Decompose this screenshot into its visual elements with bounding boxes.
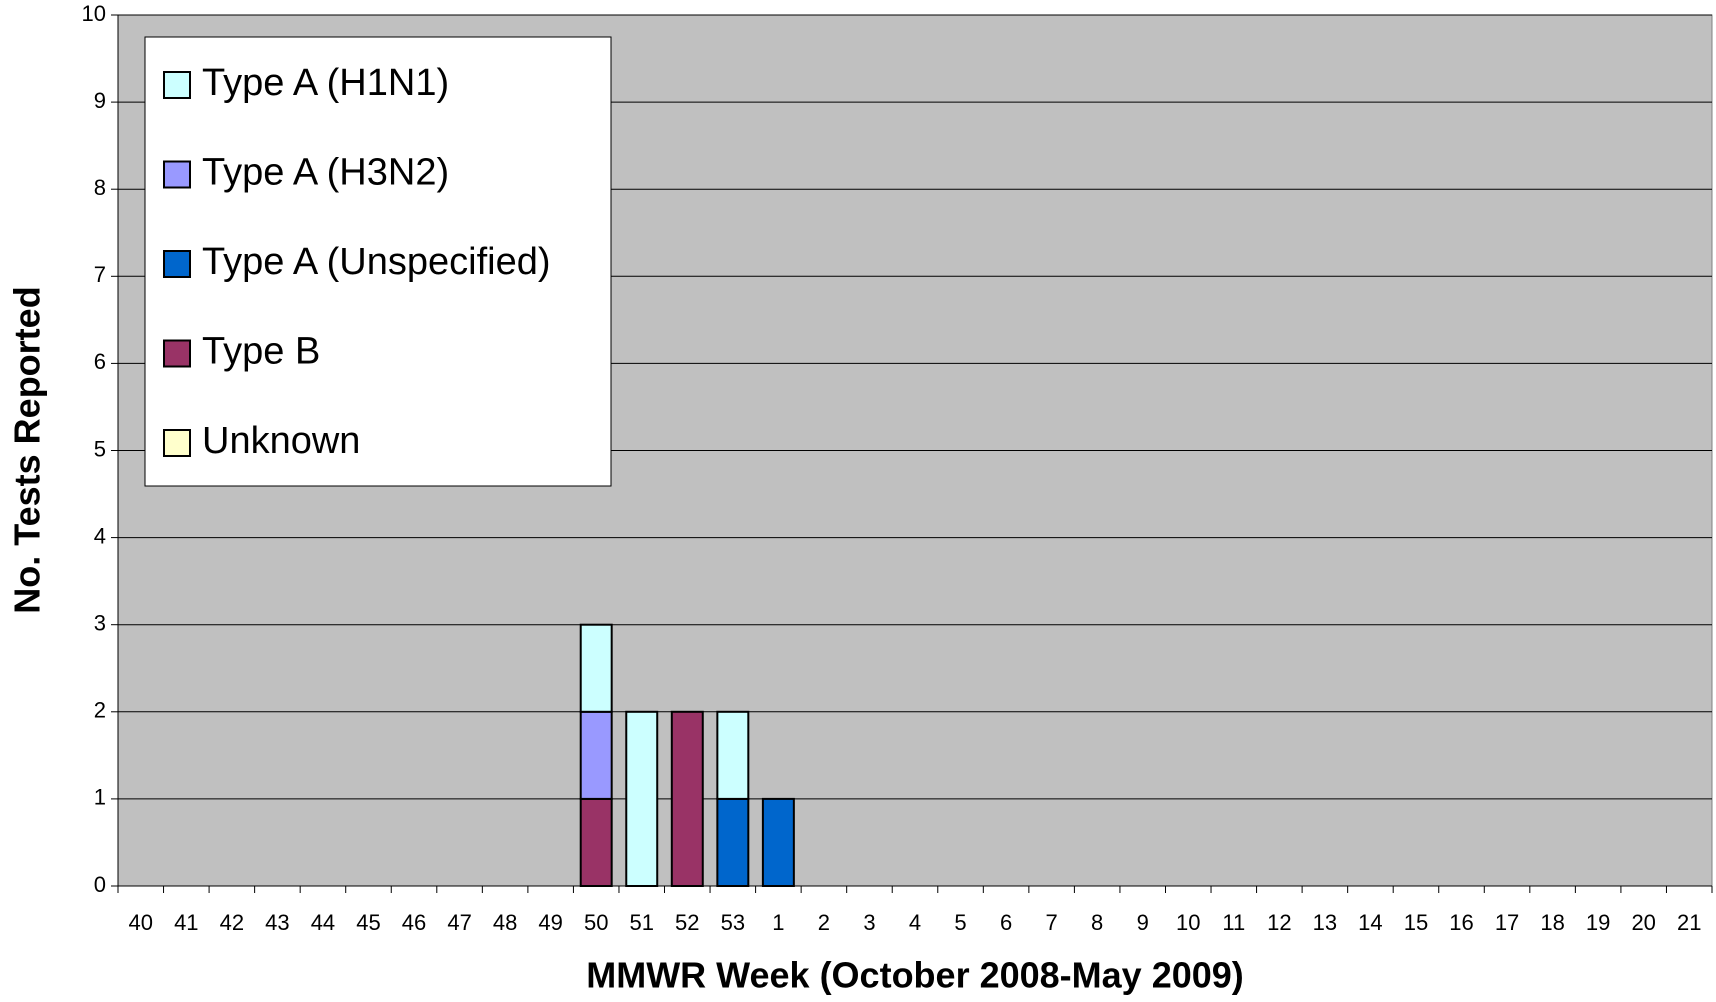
x-tick-label: 2 bbox=[818, 910, 830, 935]
legend-label: Unknown bbox=[202, 420, 360, 462]
x-tick-label: 3 bbox=[863, 910, 875, 935]
x-tick-label: 9 bbox=[1137, 910, 1149, 935]
legend-swatch bbox=[163, 71, 191, 99]
y-tick-label: 4 bbox=[94, 523, 106, 548]
x-tick-label: 19 bbox=[1586, 910, 1610, 935]
y-axis-title: No. Tests Reported bbox=[7, 286, 48, 613]
x-tick-label: 16 bbox=[1449, 910, 1473, 935]
bar-segment bbox=[716, 797, 750, 888]
y-tick-label: 8 bbox=[94, 175, 106, 200]
x-tick-label: 6 bbox=[1000, 910, 1012, 935]
legend-label: Type A (H3N2) bbox=[202, 152, 449, 194]
x-tick-label: 41 bbox=[174, 910, 198, 935]
x-tick-label: 12 bbox=[1267, 910, 1291, 935]
bar-segment bbox=[761, 797, 795, 888]
x-tick-label: 48 bbox=[493, 910, 517, 935]
legend-swatch bbox=[163, 250, 191, 278]
legend-swatch bbox=[163, 339, 191, 368]
y-tick-label: 3 bbox=[94, 611, 106, 636]
x-tick-label: 47 bbox=[447, 910, 471, 935]
legend-swatch bbox=[163, 429, 191, 457]
x-tick-label: 40 bbox=[129, 910, 153, 935]
x-tick-label: 14 bbox=[1358, 910, 1382, 935]
legend-swatch bbox=[163, 160, 191, 189]
x-tick-label: 17 bbox=[1495, 910, 1519, 935]
x-tick-label: 11 bbox=[1222, 910, 1245, 935]
legend-label: Type A (H1N1) bbox=[202, 62, 449, 104]
bar-segment bbox=[579, 797, 613, 888]
bar-segment bbox=[579, 623, 613, 713]
bar-segment bbox=[716, 710, 750, 800]
x-axis-title: MMWR Week (October 2008-May 2009) bbox=[586, 955, 1244, 996]
x-tick-label: 43 bbox=[265, 910, 289, 935]
x-tick-label: 20 bbox=[1631, 910, 1655, 935]
x-tick-label: 42 bbox=[220, 910, 244, 935]
x-tick-label: 13 bbox=[1313, 910, 1337, 935]
x-tick-label: 49 bbox=[538, 910, 562, 935]
y-tick-label: 10 bbox=[82, 1, 106, 26]
x-tick-label: 45 bbox=[356, 910, 380, 935]
legend-box bbox=[144, 36, 612, 487]
bar-segment bbox=[579, 710, 613, 800]
y-tick-label: 1 bbox=[94, 785, 106, 810]
x-tick-label: 8 bbox=[1091, 910, 1103, 935]
y-tick-label: 5 bbox=[94, 436, 106, 461]
y-tick-label: 9 bbox=[94, 88, 106, 113]
x-tick-label: 18 bbox=[1540, 910, 1564, 935]
x-tick-label: 10 bbox=[1176, 910, 1200, 935]
y-tick-label: 6 bbox=[94, 349, 106, 374]
x-tick-label: 5 bbox=[954, 910, 966, 935]
bar-segment bbox=[670, 710, 704, 887]
legend-label: Type A (Unspecified) bbox=[202, 241, 551, 283]
x-tick-label: 50 bbox=[584, 910, 608, 935]
x-tick-label: 7 bbox=[1046, 910, 1058, 935]
x-tick-label: 44 bbox=[311, 910, 335, 935]
x-tick-label: 46 bbox=[402, 910, 426, 935]
x-tick-label: 52 bbox=[675, 910, 699, 935]
y-tick-label: 7 bbox=[94, 262, 106, 287]
x-tick-label: 15 bbox=[1404, 910, 1428, 935]
x-tick-label: 21 bbox=[1677, 910, 1701, 935]
legend-label: Type B bbox=[202, 331, 320, 373]
x-tick-label: 4 bbox=[909, 910, 921, 935]
y-tick-label: 0 bbox=[94, 872, 106, 897]
bar-segment bbox=[625, 710, 659, 887]
x-tick-label: 53 bbox=[721, 910, 745, 935]
x-tick-label: 1 bbox=[772, 910, 784, 935]
x-tick-label: 51 bbox=[630, 910, 654, 935]
y-tick-label: 2 bbox=[94, 698, 106, 723]
